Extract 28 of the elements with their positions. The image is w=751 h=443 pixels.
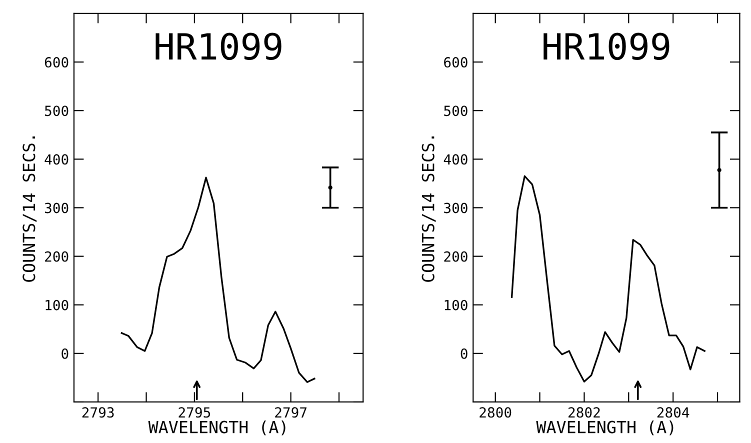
y-tick-label: 200	[45, 251, 68, 262]
x-tick-label: 2793	[82, 407, 114, 418]
y-axis-title: COUNTS/14 SECS.	[422, 136, 436, 282]
x-tick-label: 2800	[480, 407, 512, 418]
chart-title: HR1099	[544, 32, 670, 60]
y-tick-label: 200	[444, 251, 468, 262]
line-series	[510, 175, 706, 382]
y-tick-label: 300	[44, 202, 68, 214]
x-tick-label: 2804	[657, 407, 690, 418]
x-axis-title: WAVELENGTH (A)	[148, 420, 286, 436]
y-axis-title: COUNTS/14 SECS.	[22, 136, 37, 282]
y-tick-label: 100	[444, 300, 468, 310]
line-series	[120, 176, 316, 383]
y-tick-label: 600	[444, 57, 468, 68]
y-tick-label: 0	[460, 348, 468, 359]
y-tick-label: 500	[45, 106, 68, 116]
x-tick-label: 2797	[275, 407, 307, 418]
y-tick-label: 100	[46, 300, 68, 310]
y-tick-label: 500	[444, 106, 468, 116]
y-tick-label: 300	[444, 202, 468, 214]
x-tick-label: 2802	[568, 407, 600, 418]
y-tick-label: 600	[44, 57, 68, 68]
x-axis-title: WAVELENGTH (A)	[536, 420, 674, 436]
x-tick-label: 2795	[178, 407, 210, 418]
y-tick-label: 0	[62, 348, 68, 359]
y-tick-label: 400	[444, 154, 468, 165]
chart-title: HR1099	[156, 32, 282, 60]
y-tick-label: 400	[44, 154, 68, 165]
